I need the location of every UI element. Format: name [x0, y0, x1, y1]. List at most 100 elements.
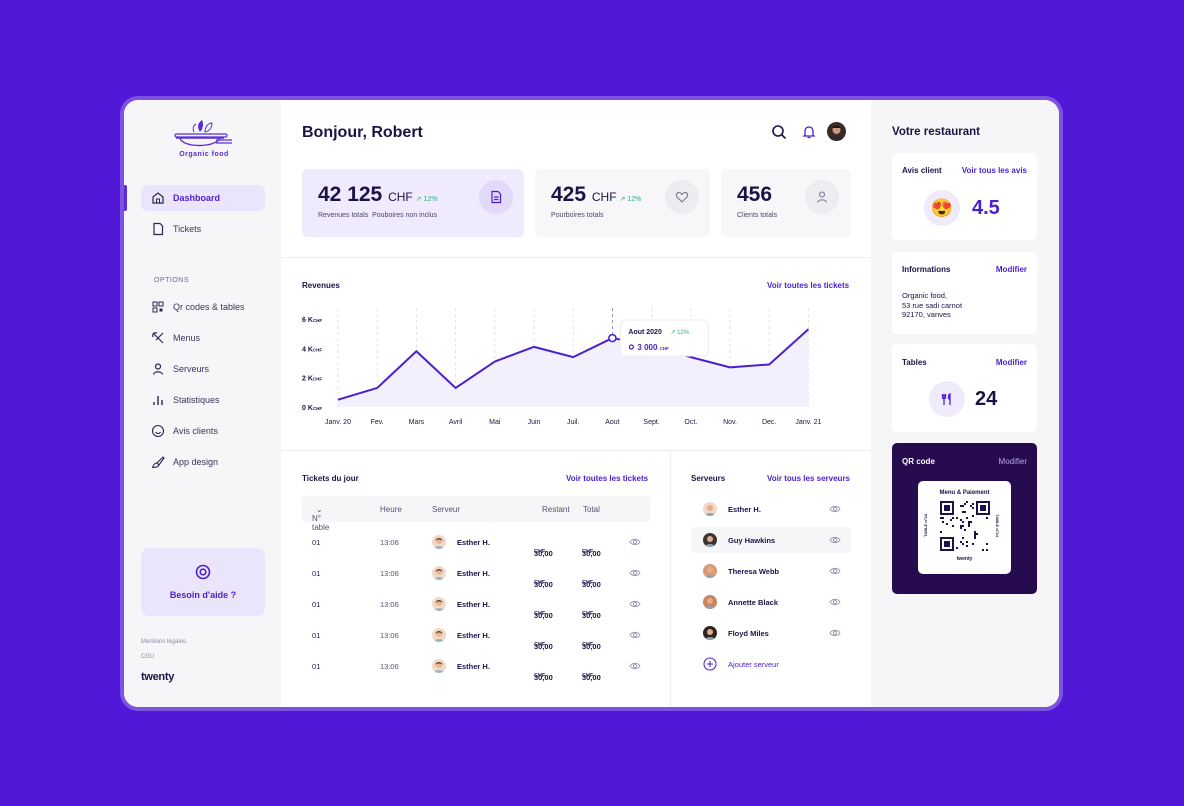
- nav-qr-codes[interactable]: Qr codes & tables: [141, 294, 265, 320]
- server-name: Esther H.: [728, 505, 761, 514]
- table-row[interactable]: 01 13:06 Esther H. 30,00 CHF 30,00 CHF: [302, 620, 650, 651]
- utensils-icon: [151, 331, 165, 345]
- x-tick-label: Fev.: [371, 419, 384, 426]
- server-item[interactable]: Esther H.: [691, 496, 851, 522]
- x-tick-label: Janv. 20: [325, 419, 351, 426]
- servers-title: Serveurs: [691, 474, 726, 483]
- cell-time: 13:06: [380, 600, 399, 609]
- eye-icon[interactable]: [629, 661, 641, 671]
- qr-brand: twenty: [956, 556, 973, 562]
- server-item[interactable]: Annette Black: [691, 589, 851, 615]
- eye-icon[interactable]: [629, 599, 641, 609]
- brand-logo: twenty: [141, 671, 175, 683]
- add-server-button[interactable]: Ajouter serveur: [691, 651, 851, 677]
- x-tick-label: Oct.: [684, 419, 697, 426]
- logo-icon: [174, 120, 232, 147]
- help-card[interactable]: Besoin d'aide ?: [141, 548, 265, 616]
- nav-app-design[interactable]: App design: [141, 449, 265, 475]
- info-edit-link[interactable]: Modifier: [995, 265, 1027, 274]
- server-name: Annette Black: [728, 598, 779, 607]
- cell-time: 13:06: [380, 662, 399, 671]
- avatar: [703, 626, 717, 640]
- server-item[interactable]: Theresa Webb: [691, 558, 851, 584]
- nav-avis-clients[interactable]: Avis clients: [141, 418, 265, 444]
- emoji-icon: 😍: [924, 190, 960, 226]
- nav-label: Dashboard: [173, 193, 221, 203]
- eye-icon[interactable]: [629, 568, 641, 578]
- data-point: [608, 333, 617, 343]
- tickets-see-all-link[interactable]: Voir toutes les tickets: [566, 474, 649, 483]
- cell-server: Esther H.: [457, 631, 490, 640]
- col-total: Total: [583, 505, 600, 514]
- tooltip-trend: ↗ 12%: [670, 330, 689, 336]
- reviews-see-all-link[interactable]: Voir tous les avis: [961, 166, 1027, 175]
- table-row[interactable]: 01 13:06 Esther H. 30,00 CHF 30,00 CHF: [302, 527, 650, 558]
- tooltip-value: 3 000 CHF: [637, 343, 669, 352]
- stat-value: 425 CHF ↗ 12%: [551, 183, 642, 206]
- x-tick-label: Mai: [489, 419, 501, 426]
- table-row[interactable]: 01 13:06 Esther H. 30,00 CHF 30,00 CHF: [302, 558, 650, 589]
- home-icon: [151, 191, 165, 205]
- user-avatar[interactable]: [827, 122, 846, 141]
- tables-edit-link[interactable]: Modifier: [995, 358, 1027, 367]
- tables-card: Tables Modifier 24: [892, 344, 1037, 432]
- eye-icon[interactable]: [829, 566, 841, 576]
- cell-table: 01: [312, 569, 321, 578]
- cell-table: 01: [312, 662, 321, 671]
- nav-menus[interactable]: Menus: [141, 325, 265, 351]
- nav-statistiques[interactable]: Statistiques: [141, 387, 265, 413]
- qr-edit-link[interactable]: Modifier: [998, 457, 1027, 466]
- revenue-chart: Janv. 20 Fev. Mars Avril Mai Juin Juil. Aout Sep…: [302, 308, 821, 426]
- y-tick-label: 4 KCHF: [302, 346, 322, 353]
- server-name: Guy Hawkins: [728, 536, 776, 545]
- help-icon: [195, 564, 211, 580]
- help-label: Besoin d'aide ?: [169, 590, 237, 600]
- add-server-label: Ajouter serveur: [728, 660, 779, 669]
- qr-code-icon: [940, 501, 990, 551]
- tables-title: Tables: [902, 358, 927, 367]
- legal-link[interactable]: Mentions légales: [141, 639, 187, 645]
- divider: [281, 257, 871, 258]
- col-heure: Heure: [380, 505, 402, 514]
- stat-value: 456: [737, 183, 773, 206]
- table-label: TABLE n°24: [994, 514, 1000, 537]
- x-tick-label: Juil.: [567, 419, 580, 426]
- review-score: 4.5: [972, 197, 1000, 219]
- table-row[interactable]: 01 13:06 Esther H. 30,00 CHF 30,00 CHF: [302, 651, 650, 682]
- eye-icon[interactable]: [629, 630, 641, 640]
- logo-text: Organic food: [179, 151, 229, 158]
- stat-value: 42 125 CHF ↗ 12%: [318, 183, 438, 206]
- avatar: [703, 564, 717, 578]
- col-table[interactable]: N° table ⌄: [312, 505, 330, 532]
- table-row[interactable]: 01 13:06 Esther H. 30,00 CHF 30,00 CHF: [302, 589, 650, 620]
- servers-see-all-link[interactable]: Voir tous les serveurs: [767, 474, 850, 483]
- nav-label: Qr codes & tables: [173, 302, 245, 312]
- y-tick-label: 2 KCHF: [302, 376, 322, 383]
- eye-icon[interactable]: [829, 535, 841, 545]
- server-item[interactable]: Guy Hawkins: [691, 527, 851, 553]
- cell-server: Esther H.: [457, 538, 490, 547]
- eye-icon[interactable]: [829, 597, 841, 607]
- bell-icon[interactable]: [801, 124, 817, 140]
- eye-icon[interactable]: [629, 537, 641, 547]
- revenue-see-all-link[interactable]: Voir toutes les tickets: [767, 281, 850, 290]
- search-icon[interactable]: [771, 124, 787, 140]
- active-indicator: [124, 185, 127, 211]
- cgu-link[interactable]: CGU: [141, 654, 155, 660]
- qr-title: QR code: [902, 457, 935, 466]
- cell-time: 13:06: [380, 538, 399, 547]
- nav-serveurs[interactable]: Serveurs: [141, 356, 265, 382]
- eye-icon[interactable]: [829, 628, 841, 638]
- nav-dashboard[interactable]: Dashboard: [141, 185, 265, 211]
- eye-icon[interactable]: [829, 504, 841, 514]
- nav-tickets[interactable]: Tickets: [141, 216, 265, 242]
- cell-table: 01: [312, 600, 321, 609]
- x-tick-label: Janv. 21: [795, 419, 821, 426]
- tooltip-marker: [628, 344, 634, 350]
- page-title: Bonjour, Robert: [302, 124, 423, 141]
- server-item[interactable]: Floyd Miles: [691, 620, 851, 646]
- qr-preview[interactable]: Menu & Paiement TABLE n°24 TABLE n°24 tw…: [918, 481, 1011, 574]
- user-icon: [151, 362, 165, 376]
- nav-label: Statistiques: [173, 395, 220, 405]
- address: Organic food, 53 rue sadi carnot 92170, …: [902, 291, 963, 319]
